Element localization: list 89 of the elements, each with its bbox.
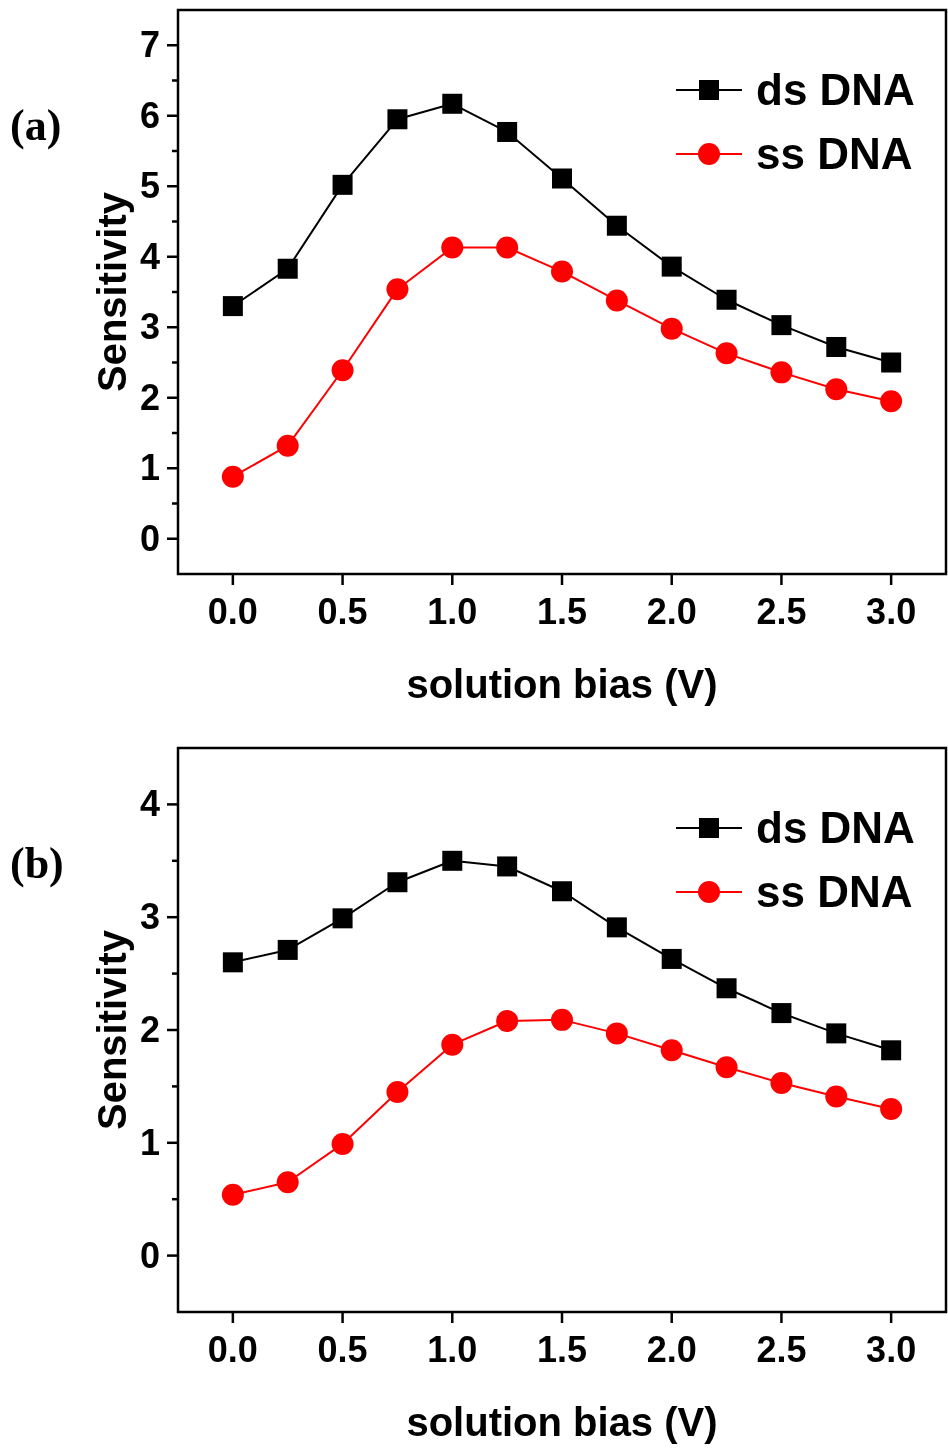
point bbox=[825, 1085, 848, 1108]
point bbox=[222, 952, 243, 973]
point bbox=[386, 1081, 409, 1104]
x-tick-label: 2.0 bbox=[646, 1329, 697, 1370]
point bbox=[442, 850, 463, 871]
point bbox=[496, 236, 519, 259]
x-axis-title: solution bias (V) bbox=[406, 662, 718, 706]
point bbox=[826, 1023, 847, 1044]
x-tick-label: 1.5 bbox=[536, 1329, 588, 1370]
x-axis-title: solution bias (V) bbox=[406, 1400, 718, 1444]
y-tick-label: 4 bbox=[139, 783, 160, 825]
y-tick-label: 3 bbox=[139, 896, 160, 938]
y-tick-label: 1 bbox=[139, 1121, 160, 1163]
y-tick-label: 1 bbox=[139, 447, 160, 489]
point bbox=[716, 289, 737, 310]
point bbox=[496, 1009, 519, 1032]
y-tick-label: 6 bbox=[139, 94, 160, 136]
y-tick-label: 4 bbox=[139, 235, 160, 277]
x-tick-label: 2.0 bbox=[646, 591, 697, 632]
y-tick-label: 7 bbox=[139, 24, 160, 66]
x-tick-label: 0.0 bbox=[207, 591, 258, 632]
point bbox=[552, 881, 572, 902]
point bbox=[605, 289, 628, 312]
y-axis-title: Sensitivity bbox=[90, 929, 134, 1131]
point bbox=[221, 1183, 244, 1206]
point bbox=[277, 939, 298, 960]
point bbox=[387, 109, 408, 130]
x-tick-label: 1.0 bbox=[427, 1329, 478, 1370]
point bbox=[826, 336, 847, 357]
point bbox=[881, 1040, 902, 1061]
point bbox=[715, 1056, 738, 1079]
point bbox=[825, 378, 848, 401]
y-tick-label: 3 bbox=[139, 306, 160, 348]
point bbox=[221, 465, 244, 488]
x-tick-label: 2.5 bbox=[756, 591, 807, 632]
x-tick-label: 0.0 bbox=[207, 1329, 258, 1370]
point bbox=[661, 948, 682, 969]
y-tick-label: 2 bbox=[139, 1009, 160, 1050]
point bbox=[661, 256, 682, 277]
point bbox=[660, 1039, 683, 1062]
point bbox=[552, 168, 572, 189]
y-tick-label: 2 bbox=[139, 376, 160, 418]
point bbox=[770, 1072, 793, 1095]
y-tick-label: 0 bbox=[139, 517, 160, 559]
point bbox=[332, 908, 353, 929]
legend-label: ss DNA bbox=[756, 129, 913, 178]
point bbox=[497, 856, 518, 877]
x-tick-label: 0.5 bbox=[317, 591, 368, 632]
text: (a) bbox=[10, 101, 62, 150]
legend-label: ds DNA bbox=[756, 803, 915, 852]
x-tick-label: 1.5 bbox=[536, 591, 588, 632]
point bbox=[276, 1171, 299, 1194]
point bbox=[880, 1097, 903, 1120]
point bbox=[606, 215, 627, 236]
point bbox=[606, 917, 627, 938]
point bbox=[331, 1132, 354, 1155]
point bbox=[222, 296, 243, 317]
point bbox=[387, 872, 408, 893]
point bbox=[497, 121, 518, 142]
point bbox=[660, 317, 683, 340]
x-tick-label: 3.0 bbox=[866, 591, 917, 632]
x-tick-label: 1.0 bbox=[427, 591, 478, 632]
point bbox=[276, 434, 299, 457]
point bbox=[880, 390, 903, 413]
point bbox=[716, 978, 737, 999]
legend-label: ds DNA bbox=[756, 65, 915, 114]
x-tick-label: 3.0 bbox=[866, 1329, 917, 1370]
y-tick-label: 5 bbox=[139, 165, 160, 207]
point bbox=[386, 278, 409, 301]
point bbox=[881, 352, 902, 373]
point bbox=[277, 258, 298, 279]
point bbox=[771, 1003, 792, 1024]
point bbox=[551, 260, 573, 283]
y-axis-title: Sensitivity bbox=[90, 191, 134, 393]
x-tick-label: 0.5 bbox=[317, 1329, 368, 1370]
point bbox=[551, 1008, 573, 1031]
point bbox=[771, 315, 792, 336]
y-tick-label: 0 bbox=[139, 1234, 160, 1276]
text: (b) bbox=[10, 839, 64, 888]
legend-label: ss DNA bbox=[756, 867, 913, 916]
point bbox=[441, 236, 464, 259]
x-tick-label: 2.5 bbox=[756, 1329, 807, 1370]
point bbox=[441, 1033, 464, 1056]
point bbox=[770, 361, 793, 384]
point bbox=[331, 359, 354, 382]
point bbox=[332, 174, 353, 195]
point bbox=[605, 1022, 628, 1045]
point bbox=[442, 93, 463, 114]
point bbox=[715, 342, 738, 365]
